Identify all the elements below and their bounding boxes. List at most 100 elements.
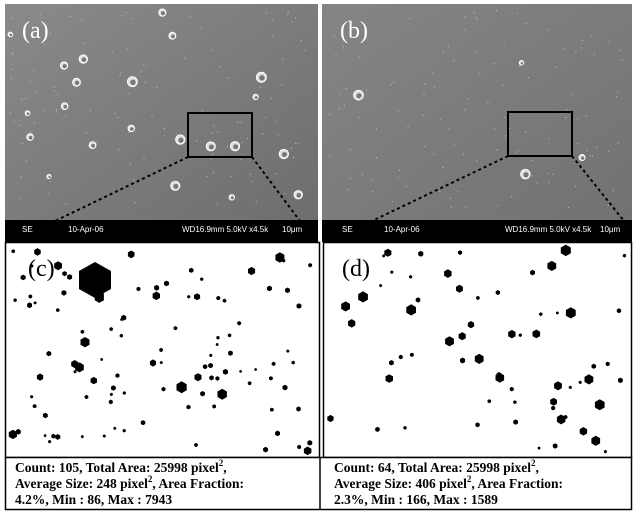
- speck: [463, 153, 465, 155]
- speck: [370, 179, 373, 181]
- caption-text: Count: 105, Total Area: 25998 pixel: [15, 460, 219, 475]
- speck: [475, 51, 478, 54]
- speck: [121, 15, 123, 17]
- speck: [206, 176, 208, 178]
- speck: [493, 128, 496, 130]
- caption-text: Average Size: 248 pixel: [15, 476, 148, 491]
- particle: [212, 404, 216, 409]
- particle: [591, 435, 601, 446]
- speck: [175, 133, 177, 135]
- particle: [444, 269, 452, 278]
- speck: [219, 66, 221, 68]
- sem-detector: SE: [342, 225, 353, 234]
- particle: [200, 277, 204, 281]
- pit-core: [178, 137, 184, 143]
- speck: [184, 57, 186, 59]
- particle: [109, 327, 113, 332]
- pit-core: [26, 112, 30, 116]
- particle: [43, 434, 47, 438]
- speck: [144, 81, 146, 84]
- particle: [270, 407, 274, 412]
- pit-core: [74, 80, 80, 86]
- caption-line: 4.2%, Min : 86, Max : 7943: [15, 492, 172, 507]
- pit-core: [173, 183, 179, 189]
- particle: [202, 364, 208, 370]
- particle: [591, 363, 596, 369]
- particle: [8, 429, 17, 440]
- speck: [33, 122, 35, 124]
- panel-label: (a): [22, 18, 49, 44]
- particle: [55, 434, 61, 440]
- speck: [82, 42, 84, 44]
- speck: [53, 86, 55, 88]
- speck: [577, 142, 579, 145]
- particle: [556, 414, 566, 425]
- speck: [447, 45, 449, 47]
- speck: [156, 86, 158, 89]
- speck: [216, 202, 219, 205]
- particle: [415, 297, 421, 303]
- particle: [54, 261, 62, 271]
- speck: [85, 132, 88, 134]
- particle: [84, 394, 89, 400]
- particle: [537, 446, 541, 450]
- particle: [30, 395, 34, 399]
- speck: [287, 13, 289, 15]
- pit-core: [48, 176, 51, 179]
- speck: [464, 16, 466, 18]
- speck: [275, 173, 277, 175]
- speck: [259, 86, 261, 88]
- particle: [33, 301, 37, 305]
- particle: [80, 337, 90, 348]
- particle: [458, 250, 463, 255]
- speck: [397, 110, 399, 112]
- speck: [180, 136, 183, 138]
- particle: [379, 284, 383, 288]
- pit-core: [160, 11, 165, 16]
- particle: [208, 362, 213, 369]
- speck: [134, 202, 136, 204]
- speck: [120, 72, 122, 74]
- particle: [140, 420, 146, 426]
- particle: [460, 357, 466, 364]
- pit-core: [259, 75, 265, 81]
- caption-text: ,: [223, 460, 226, 475]
- particle: [227, 333, 232, 338]
- speck: [608, 41, 610, 43]
- speck: [283, 192, 286, 195]
- speck: [111, 50, 113, 52]
- particle: [248, 266, 256, 276]
- speck: [476, 160, 478, 162]
- speck: [581, 39, 583, 42]
- particle: [269, 376, 273, 381]
- particle: [398, 354, 403, 360]
- particle: [56, 308, 60, 313]
- speck: [334, 34, 337, 37]
- speck: [128, 92, 130, 95]
- speck: [140, 71, 142, 73]
- particle: [102, 434, 106, 438]
- speck: [30, 131, 32, 133]
- particle: [409, 352, 414, 357]
- pit-core: [9, 33, 13, 37]
- particle: [467, 321, 475, 329]
- sem-settings: WD16.9mm 5.0kV x4.5k: [505, 225, 592, 234]
- speck: [350, 148, 352, 151]
- speck: [536, 182, 538, 184]
- caption-text: 2: [531, 458, 536, 468]
- speck: [591, 155, 594, 157]
- caption-text: Average Size: 406 pixel: [334, 476, 467, 491]
- speck: [405, 185, 408, 187]
- speck: [200, 27, 202, 29]
- pit-core: [62, 64, 67, 69]
- speck: [335, 54, 337, 56]
- caption-text: 2: [467, 474, 472, 484]
- zoom-boxes: [54, 111, 625, 222]
- speck: [237, 121, 239, 123]
- speck: [164, 135, 166, 137]
- particle: [194, 442, 198, 448]
- particle: [358, 291, 368, 303]
- particle: [297, 444, 302, 450]
- particle: [508, 329, 516, 339]
- speck: [375, 157, 378, 159]
